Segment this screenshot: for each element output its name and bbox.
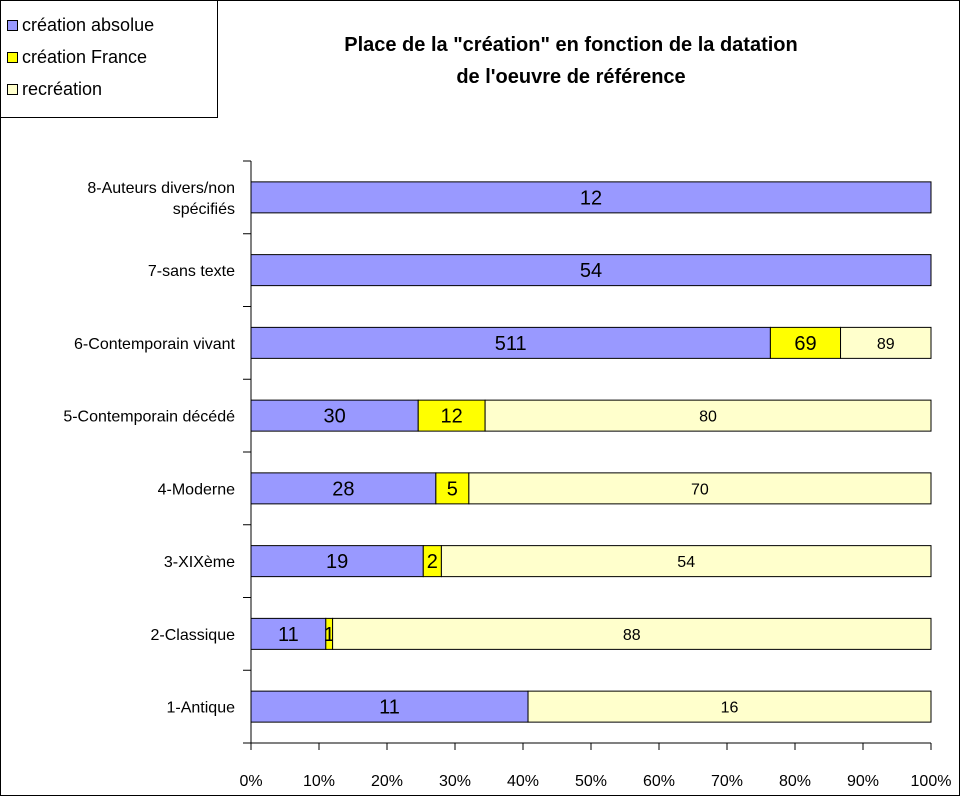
data-label: 54 <box>677 554 695 571</box>
legend-item-creation-absolue: création absolue <box>7 9 217 41</box>
legend-swatch-recreation <box>7 83 18 95</box>
category-label: 2-Classique <box>151 627 236 644</box>
bar-creation-france <box>435 472 470 505</box>
bar-creation-france <box>417 399 486 432</box>
data-label: 511 <box>495 333 527 355</box>
category-label: 1-Antique <box>167 700 236 717</box>
data-label: 16 <box>721 700 739 717</box>
data-label: 5 <box>447 478 458 500</box>
data-label: 69 <box>794 333 816 355</box>
category-label-line: 3-XIXème <box>164 554 235 571</box>
data-label: 11 <box>379 697 400 719</box>
data-label: 80 <box>699 409 717 426</box>
x-tick-label: 70% <box>711 773 743 790</box>
x-tick-label: 60% <box>643 773 675 790</box>
x-tick-label: 40% <box>507 773 539 790</box>
bar-creation-absolue <box>250 617 327 650</box>
category-label: 4-Moderne <box>158 481 235 498</box>
data-label: 28 <box>332 478 354 500</box>
legend-swatch-creation-absolue <box>7 19 18 31</box>
x-tick-label: 0% <box>239 773 262 790</box>
x-tick-label: 30% <box>439 773 471 790</box>
category-label-line: spécifiés <box>173 201 235 218</box>
data-label: 54 <box>580 260 602 282</box>
legend-label-creation-france: création France <box>22 46 148 67</box>
category-label-line: 4-Moderne <box>158 481 235 498</box>
category-label: 8-Auteurs divers/non spécifiés <box>87 180 235 218</box>
x-tick-label: 20% <box>371 773 403 790</box>
category-label-line: 7-sans texte <box>148 263 235 280</box>
x-tick-label: 90% <box>847 773 879 790</box>
bar-creation-absolue <box>250 399 419 432</box>
data-label: 30 <box>323 406 345 428</box>
data-label: 88 <box>623 627 641 644</box>
bar-recreation <box>440 545 932 578</box>
data-label: 70 <box>691 481 709 498</box>
chart-legend: création absolue création France recréat… <box>1 1 218 118</box>
legend-label-recreation: recréation <box>22 78 103 99</box>
x-tick-label: 10% <box>303 773 335 790</box>
category-label: 7-sans texte <box>148 263 235 280</box>
bar-recreation <box>468 472 932 505</box>
category-label-line: 8-Auteurs divers/non <box>87 180 235 197</box>
category-label: 6-Contemporain vivant <box>74 336 236 353</box>
bar-recreation <box>484 399 932 432</box>
data-label: 11 <box>278 624 299 646</box>
data-label: 1 <box>324 624 335 646</box>
category-label-line: 5-Contemporain décédé <box>63 409 235 426</box>
x-tick-label: 80% <box>779 773 811 790</box>
category-label: 3-XIXème <box>164 554 235 571</box>
bar-creation-absolue <box>250 254 932 287</box>
x-tick-label: 100% <box>911 773 952 790</box>
data-label: 12 <box>441 406 463 428</box>
bar-creation-france <box>769 326 842 359</box>
x-tick-label: 50% <box>575 773 607 790</box>
data-label: 19 <box>326 551 348 573</box>
data-label: 89 <box>877 336 895 353</box>
bar-recreation <box>527 690 932 723</box>
bar-recreation <box>332 617 932 650</box>
chart-title: Place de la "création" en fonction de la… <box>344 34 798 88</box>
bar-creation-absolue <box>250 326 771 359</box>
bar-creation-absolue <box>250 545 424 578</box>
legend-swatch-creation-france <box>7 51 18 63</box>
category-label-line: 1-Antique <box>167 700 236 717</box>
legend-item-creation-france: création France <box>7 41 217 73</box>
data-label: 12 <box>580 187 602 209</box>
bar-recreation <box>840 326 932 359</box>
data-label: 2 <box>427 551 438 573</box>
legend-label-creation-absolue: création absolue <box>22 14 155 35</box>
bar-creation-absolue <box>250 181 932 214</box>
legend-item-recreation: recréation <box>7 73 217 105</box>
category-label-line: 6-Contemporain vivant <box>74 336 236 353</box>
category-label: 5-Contemporain décédé <box>63 409 235 426</box>
category-label-line: 2-Classique <box>151 627 236 644</box>
